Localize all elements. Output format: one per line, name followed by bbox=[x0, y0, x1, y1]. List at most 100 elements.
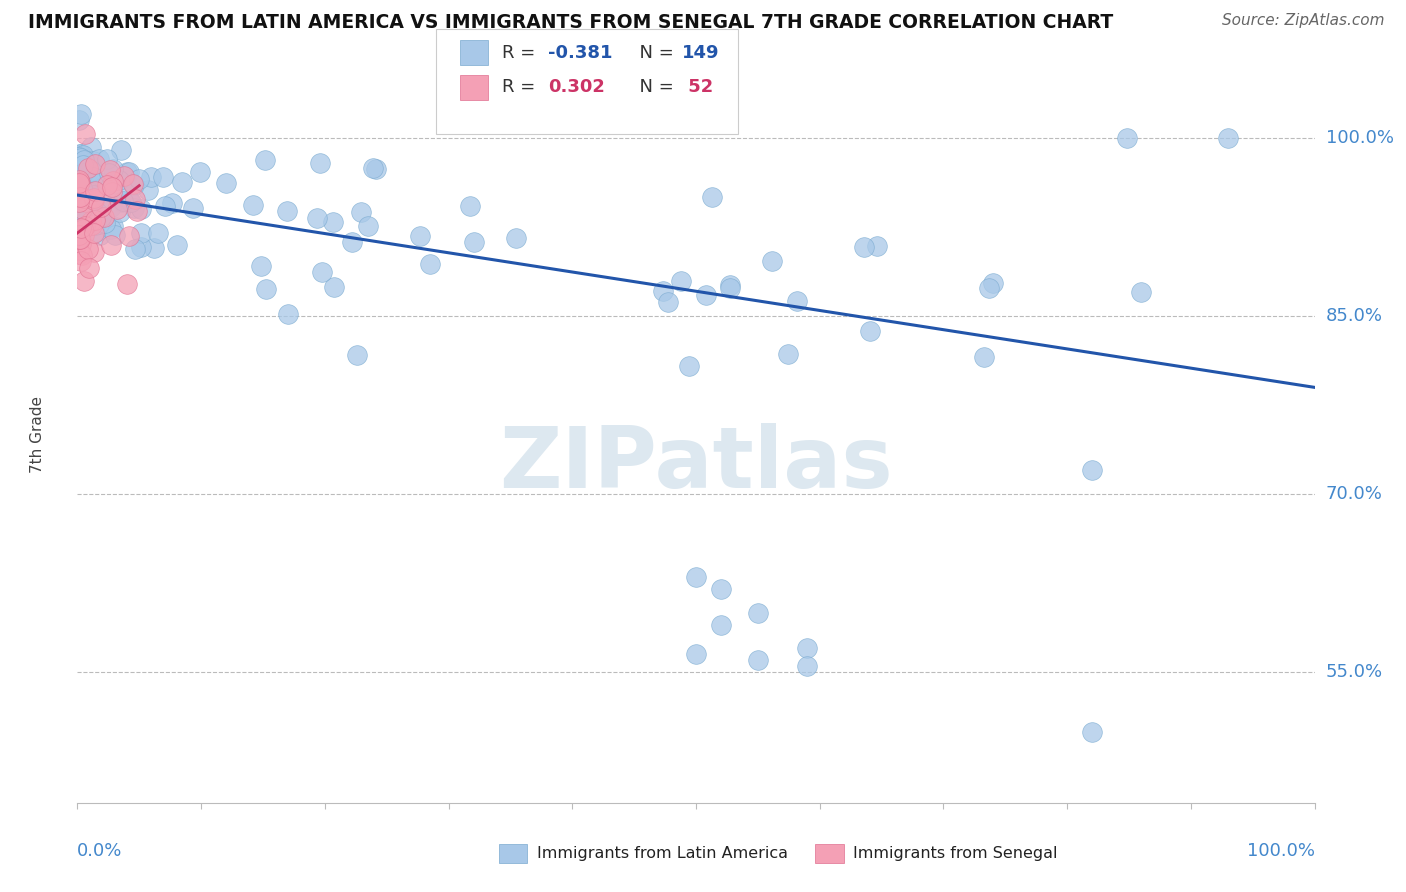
Point bbox=[70, 221, 93, 235]
Text: Source: ZipAtlas.com: Source: ZipAtlas.com bbox=[1222, 13, 1385, 29]
Point bbox=[75, 219, 97, 234]
Point bbox=[651, 284, 673, 298]
Text: 55.0%: 55.0% bbox=[1326, 664, 1384, 681]
Point bbox=[866, 238, 889, 252]
Point bbox=[361, 161, 384, 175]
Point bbox=[93, 216, 115, 230]
Point bbox=[73, 190, 96, 204]
Point bbox=[67, 189, 90, 203]
Point bbox=[83, 244, 105, 259]
Point bbox=[678, 359, 700, 373]
Point bbox=[120, 194, 142, 209]
Point bbox=[93, 210, 115, 224]
Point bbox=[75, 195, 97, 210]
Point bbox=[98, 166, 121, 180]
Point bbox=[80, 139, 103, 153]
Text: N =: N = bbox=[628, 78, 681, 96]
Point bbox=[108, 173, 131, 187]
Point bbox=[67, 176, 90, 190]
Point bbox=[505, 231, 527, 245]
Point bbox=[142, 241, 165, 255]
Text: 85.0%: 85.0% bbox=[1326, 307, 1382, 326]
Point bbox=[67, 211, 90, 226]
Text: 100.0%: 100.0% bbox=[1247, 842, 1315, 860]
Point bbox=[458, 199, 481, 213]
Point bbox=[72, 188, 94, 202]
Point bbox=[72, 166, 94, 180]
Point bbox=[67, 231, 90, 245]
Point bbox=[76, 154, 98, 169]
Point bbox=[69, 107, 91, 121]
Point bbox=[96, 193, 118, 207]
Point bbox=[129, 202, 152, 216]
Point bbox=[67, 179, 90, 194]
Text: 7th Grade: 7th Grade bbox=[31, 396, 45, 474]
Point bbox=[111, 194, 134, 209]
Point bbox=[718, 281, 741, 295]
Point bbox=[1216, 131, 1239, 145]
Point bbox=[277, 307, 299, 321]
Point bbox=[323, 280, 346, 294]
Point bbox=[67, 150, 90, 164]
Point bbox=[83, 191, 105, 205]
Point bbox=[77, 260, 100, 275]
Point bbox=[111, 194, 134, 209]
Point bbox=[67, 193, 90, 207]
Point bbox=[136, 183, 159, 197]
Point bbox=[695, 288, 717, 302]
Point bbox=[309, 155, 332, 169]
Point bbox=[181, 201, 204, 215]
Point bbox=[69, 167, 91, 181]
Point bbox=[90, 200, 112, 214]
Point bbox=[67, 217, 90, 231]
Point bbox=[69, 237, 91, 252]
Point bbox=[69, 225, 91, 239]
Point bbox=[786, 294, 808, 309]
Point bbox=[83, 200, 105, 214]
Text: 0.302: 0.302 bbox=[548, 78, 605, 96]
Point bbox=[70, 147, 93, 161]
Point bbox=[122, 201, 145, 215]
Point bbox=[118, 165, 141, 179]
Point bbox=[80, 212, 103, 227]
Point bbox=[73, 153, 96, 168]
Point bbox=[120, 195, 142, 210]
Point bbox=[94, 216, 117, 230]
Point bbox=[100, 201, 122, 215]
Point bbox=[215, 176, 238, 190]
Text: 149: 149 bbox=[682, 44, 720, 62]
Text: 70.0%: 70.0% bbox=[1326, 485, 1382, 503]
Point bbox=[82, 169, 104, 184]
Point bbox=[72, 182, 94, 196]
Point bbox=[104, 227, 127, 242]
Point bbox=[67, 165, 90, 179]
Point bbox=[148, 226, 170, 240]
Point bbox=[69, 201, 91, 215]
Point bbox=[105, 202, 128, 216]
Point bbox=[80, 202, 103, 216]
Point bbox=[67, 194, 90, 209]
Point bbox=[129, 227, 152, 241]
Point bbox=[69, 146, 91, 161]
Point bbox=[1081, 724, 1104, 739]
Point bbox=[858, 324, 880, 338]
Point bbox=[409, 229, 432, 244]
Point bbox=[463, 235, 485, 249]
Point bbox=[101, 180, 124, 194]
Point bbox=[77, 161, 100, 175]
Point bbox=[69, 225, 91, 239]
Point bbox=[100, 238, 122, 252]
Point bbox=[1115, 131, 1137, 145]
Point bbox=[160, 195, 183, 210]
Point bbox=[364, 162, 387, 177]
Text: 100.0%: 100.0% bbox=[1326, 129, 1393, 147]
Point bbox=[103, 174, 125, 188]
Point bbox=[83, 185, 105, 199]
Point bbox=[973, 350, 995, 364]
Point bbox=[72, 181, 94, 195]
Point bbox=[80, 186, 103, 200]
Text: 0.0%: 0.0% bbox=[77, 842, 122, 860]
Point bbox=[128, 171, 150, 186]
Point bbox=[72, 248, 94, 262]
Point bbox=[67, 113, 90, 128]
